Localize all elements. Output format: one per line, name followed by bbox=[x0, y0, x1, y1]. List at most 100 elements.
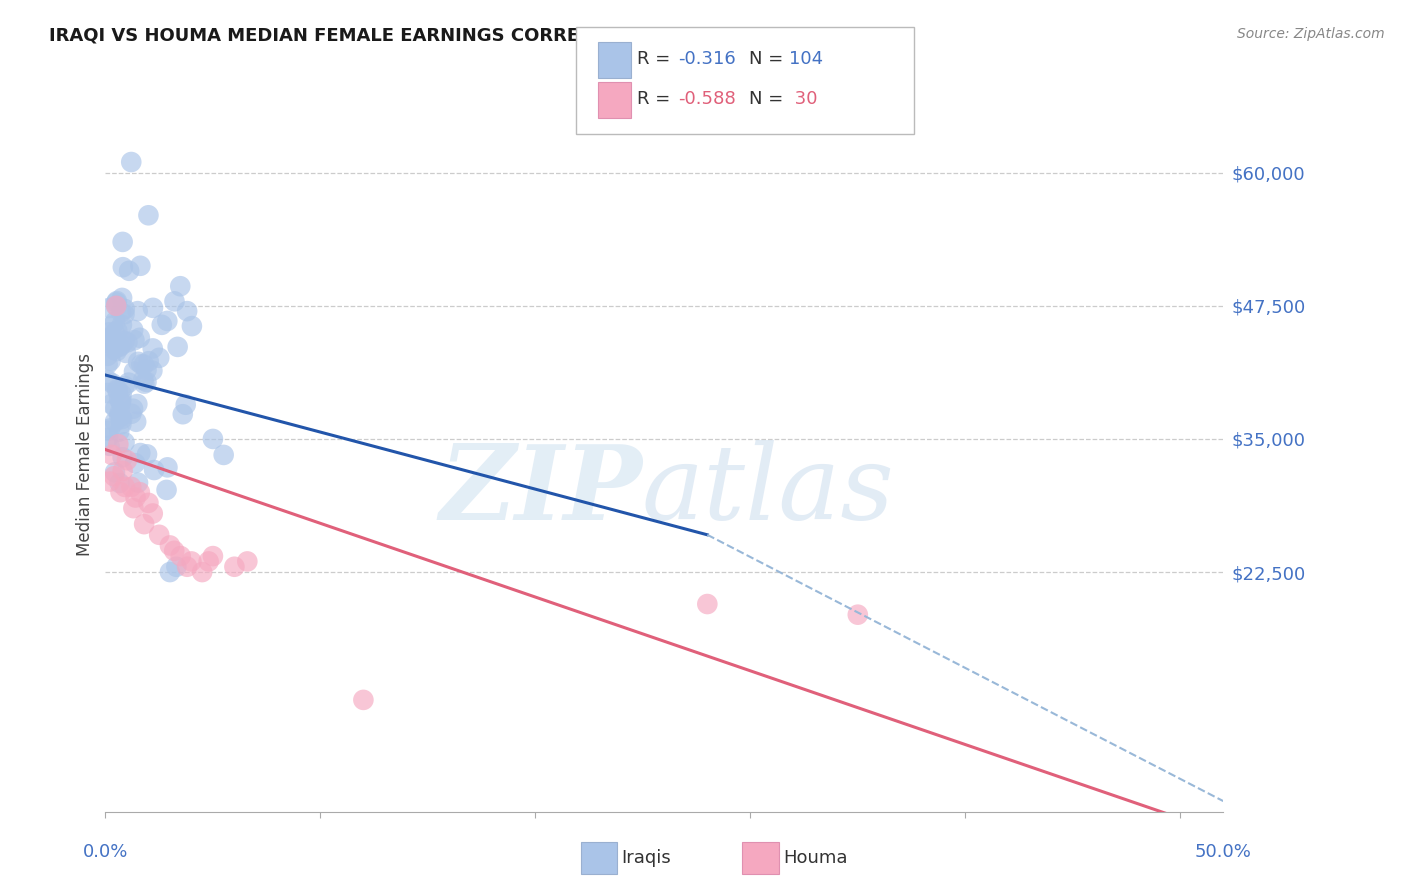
Point bbox=[122, 323, 145, 337]
Y-axis label: Median Female Earnings: Median Female Earnings bbox=[76, 353, 94, 557]
Point bbox=[98, 421, 121, 435]
Point bbox=[124, 333, 146, 347]
Point bbox=[138, 208, 160, 222]
Point bbox=[110, 417, 132, 432]
Point bbox=[180, 554, 202, 568]
Point bbox=[98, 330, 121, 344]
Point bbox=[105, 382, 128, 396]
Point bbox=[104, 465, 127, 479]
Point bbox=[134, 376, 156, 391]
Point bbox=[156, 460, 179, 475]
Point bbox=[127, 397, 149, 411]
Point bbox=[108, 340, 131, 354]
Point bbox=[110, 338, 132, 352]
Point bbox=[120, 407, 142, 421]
Point bbox=[97, 357, 120, 371]
Point bbox=[105, 324, 128, 338]
Point bbox=[100, 331, 122, 345]
Point bbox=[128, 485, 150, 500]
Point bbox=[132, 373, 155, 387]
Point bbox=[114, 301, 136, 316]
Point bbox=[122, 501, 145, 516]
Point bbox=[98, 301, 121, 315]
Point bbox=[148, 351, 170, 365]
Point bbox=[120, 480, 142, 494]
Point bbox=[169, 279, 191, 293]
Text: ZIP: ZIP bbox=[439, 440, 643, 541]
Point bbox=[165, 559, 187, 574]
Point bbox=[142, 507, 165, 521]
Point bbox=[107, 384, 129, 398]
Point bbox=[114, 480, 136, 494]
Point bbox=[110, 305, 132, 319]
Point bbox=[105, 295, 128, 310]
Text: N =: N = bbox=[749, 50, 789, 68]
Text: -0.588: -0.588 bbox=[678, 90, 735, 108]
Point bbox=[97, 349, 120, 363]
Point bbox=[201, 432, 224, 446]
Point bbox=[135, 363, 157, 377]
Text: IRAQI VS HOUMA MEDIAN FEMALE EARNINGS CORRELATION CHART: IRAQI VS HOUMA MEDIAN FEMALE EARNINGS CO… bbox=[49, 27, 727, 45]
Point bbox=[122, 401, 145, 416]
Point bbox=[111, 412, 134, 426]
Point bbox=[127, 475, 149, 490]
Text: 30: 30 bbox=[789, 90, 817, 108]
Point bbox=[97, 431, 120, 445]
Point bbox=[104, 415, 127, 429]
Point bbox=[103, 343, 125, 357]
Point bbox=[124, 456, 146, 470]
Point bbox=[129, 446, 152, 460]
Point bbox=[101, 376, 124, 391]
Text: atlas: atlas bbox=[643, 440, 894, 541]
Point bbox=[197, 554, 219, 568]
Point bbox=[201, 549, 224, 563]
Text: 0.0%: 0.0% bbox=[83, 843, 128, 861]
Point bbox=[166, 340, 188, 354]
Point bbox=[108, 392, 131, 407]
Text: 104: 104 bbox=[789, 50, 823, 68]
Point bbox=[163, 543, 186, 558]
Point bbox=[103, 338, 125, 352]
Point bbox=[114, 307, 136, 321]
Point bbox=[129, 357, 152, 371]
Point bbox=[155, 483, 177, 497]
Point bbox=[108, 425, 131, 439]
Point bbox=[170, 549, 193, 563]
Point bbox=[111, 235, 134, 249]
Point bbox=[163, 294, 186, 309]
Point bbox=[132, 358, 155, 372]
Point bbox=[174, 398, 197, 412]
Point bbox=[105, 299, 128, 313]
Point bbox=[159, 538, 181, 552]
Point bbox=[110, 409, 132, 424]
Text: 50.0%: 50.0% bbox=[1195, 843, 1251, 861]
Text: R =: R = bbox=[637, 90, 676, 108]
Point bbox=[148, 528, 170, 542]
Point bbox=[127, 355, 149, 369]
Point bbox=[108, 405, 131, 419]
Point bbox=[117, 376, 139, 390]
Point bbox=[352, 693, 374, 707]
Point bbox=[115, 346, 138, 360]
Point bbox=[111, 450, 134, 465]
Point bbox=[111, 464, 134, 478]
Point bbox=[110, 395, 132, 409]
Point bbox=[846, 607, 869, 622]
Point bbox=[142, 301, 165, 315]
Text: N =: N = bbox=[749, 90, 789, 108]
Point bbox=[142, 342, 165, 356]
Point bbox=[138, 496, 160, 510]
Point bbox=[100, 397, 122, 411]
Point bbox=[114, 435, 136, 450]
Point bbox=[159, 565, 181, 579]
Point bbox=[105, 294, 128, 309]
Point bbox=[101, 448, 124, 462]
Point bbox=[135, 375, 157, 389]
Point bbox=[104, 326, 127, 340]
Point bbox=[143, 463, 166, 477]
Text: Iraqis: Iraqis bbox=[621, 849, 671, 867]
Point bbox=[120, 155, 142, 169]
Point bbox=[136, 447, 159, 461]
Point bbox=[128, 331, 150, 345]
Point bbox=[176, 304, 198, 318]
